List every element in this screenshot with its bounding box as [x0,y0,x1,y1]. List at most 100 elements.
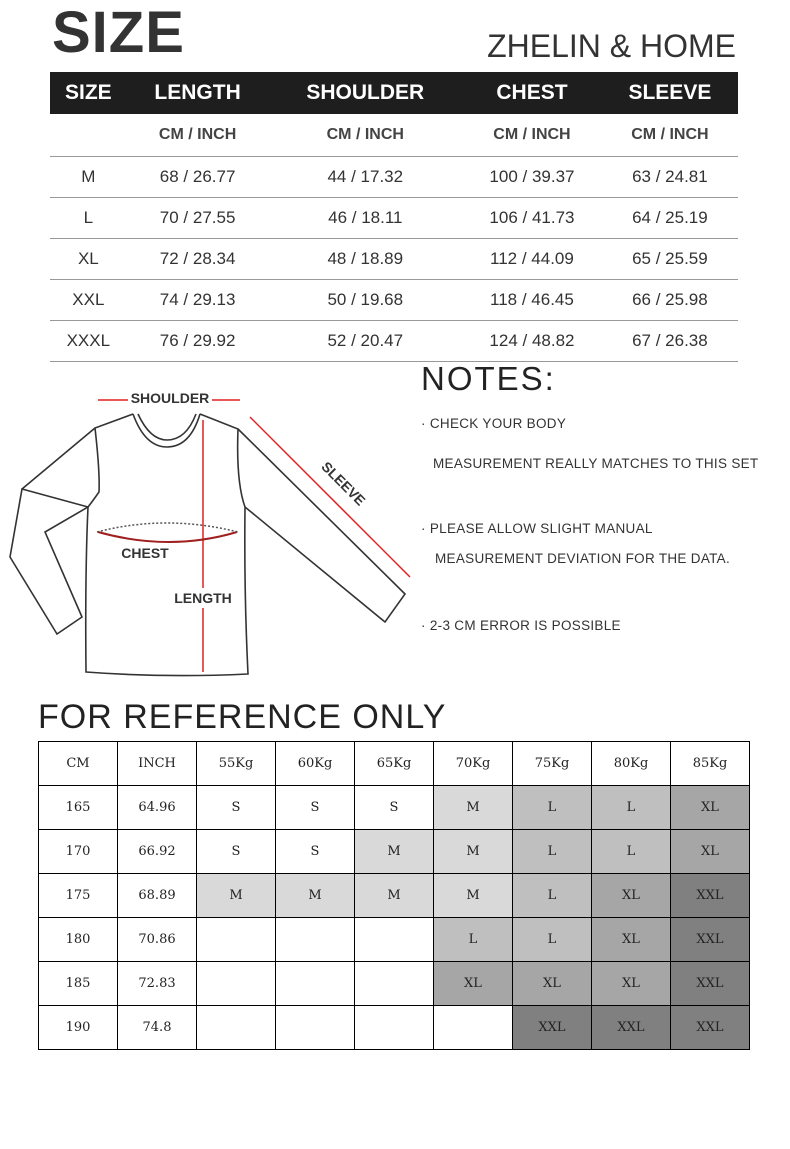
table-cell: 106 / 41.73 [462,197,602,239]
table-cell: CM [38,741,118,786]
table-cell: XL [591,917,671,962]
table-row: 170 66.92 S S M M L L XL [38,829,750,874]
brand-name: ZHELIN & HOME [487,28,736,64]
table-cell: S [196,785,276,830]
table-cell: 68 / 26.77 [126,156,269,198]
table-cell: 67 / 26.38 [601,320,738,362]
table-row: L 70 / 27.55 46 / 18.11 106 / 41.73 64 / 25.… [50,197,738,239]
table-row: M 68 / 26.77 44 / 17.32 100 / 39.37 63 / 24.… [50,156,738,198]
table-cell: 65Kg [354,741,434,786]
table-row: 185 72.83 XL XL XL XXL [38,961,750,1006]
table-cell: XXL [670,873,750,918]
table-cell: 100 / 39.37 [462,156,602,198]
table-cell: 66 / 25.98 [601,279,738,321]
table-row: 175 68.89 M M M M L XL XXL [38,873,750,918]
table-cell: M [354,829,434,874]
table-cell: 64.96 [117,785,197,830]
table-cell: M [196,873,276,918]
table-cell [354,1005,434,1050]
table-cell: XL [591,873,671,918]
table-cell: 50 / 19.68 [268,279,463,321]
sleeve-label: SLEEVE [318,458,368,508]
notes-title: NOTES: [421,360,556,397]
table-cell: SIZE [50,72,127,114]
table-cell: 165 [38,785,118,830]
table-cell: INCH [117,741,197,786]
measurement-arrows-icon [96,399,411,672]
table-cell: XXXL [50,320,127,362]
table-cell: M [50,156,127,198]
shoulder-label: SHOULDER [131,390,210,406]
table-cell: 72.83 [117,961,197,1006]
note-line: · 2-3 CM ERROR IS POSSIBLE [421,618,621,633]
table-cell: 66.92 [117,829,197,874]
table-cell: L [512,873,592,918]
table-cell [275,917,355,962]
table-row: CM INCH 55Kg 60Kg 65Kg 70Kg 75Kg 80Kg 85Kg [38,741,750,786]
table-cell: 44 / 17.32 [268,156,463,198]
table-row: XL 72 / 28.34 48 / 18.89 112 / 44.09 65 / 25… [50,238,738,280]
table-cell: 170 [38,829,118,874]
table-cell: XXL [670,917,750,962]
size-table: SIZE LENGTH SHOULDER CHEST SLEEVE CM / INCH CM… [50,72,738,362]
table-cell: LENGTH [126,72,269,114]
table-cell: 76 / 29.92 [126,320,269,362]
table-cell: 52 / 20.47 [268,320,463,362]
table-cell: 75Kg [512,741,592,786]
note-line: · PLEASE ALLOW SLIGHT MANUAL [421,521,653,536]
table-cell: 65 / 25.59 [601,238,738,280]
table-cell: 46 / 18.11 [268,197,463,239]
table-row: XXXL 76 / 29.92 52 / 20.47 124 / 48.82 67 / … [50,320,738,362]
table-cell: CM / INCH [462,114,602,157]
table-row: 165 64.96 S S S M L L XL [38,785,750,830]
table-cell [275,1005,355,1050]
table-cell: L [591,829,671,874]
table-cell: S [275,829,355,874]
table-row: 180 70.86 L L XL XXL [38,917,750,962]
table-row: SIZE LENGTH SHOULDER CHEST SLEEVE [50,72,738,114]
table-row: CM / INCH CM / INCH CM / INCH CM / INCH [50,114,738,157]
table-cell [196,961,276,1006]
page-title: SIZE [52,0,185,65]
note-line: MEASUREMENT DEVIATION FOR THE DATA. [435,551,731,566]
table-cell: XXL [512,1005,592,1050]
table-cell: M [433,873,513,918]
chest-label: CHEST [121,545,169,561]
table-cell: XL [512,961,592,1006]
table-cell: S [275,785,355,830]
table-cell [275,961,355,1006]
table-cell: XL [670,829,750,874]
table-cell: 180 [38,917,118,962]
table-cell: M [354,873,434,918]
table-cell: M [275,873,355,918]
shirt-outline-icon [9,413,407,677]
table-cell: CM / INCH [601,114,738,157]
table-cell: XL [50,238,127,280]
table-cell: 74 / 29.13 [126,279,269,321]
reference-table: CM INCH 55Kg 60Kg 65Kg 70Kg 75Kg 80Kg 85Kg 165 64.… [38,741,750,1050]
table-cell: L [591,785,671,830]
table-cell: CM / INCH [268,114,463,157]
table-cell: 68.89 [117,873,197,918]
table-cell: 63 / 24.81 [601,156,738,198]
table-row: XXL 74 / 29.13 50 / 19.68 118 / 46.45 66 / 2… [50,279,738,321]
table-cell: 55Kg [196,741,276,786]
table-cell: S [354,785,434,830]
shirt-measurement-diagram: SHOULDER CHEST LENGTH SLEEVE [9,390,411,677]
table-cell: 60Kg [275,741,355,786]
table-cell: L [50,197,127,239]
table-cell: 185 [38,961,118,1006]
table-cell [354,917,434,962]
table-cell: SHOULDER [268,72,463,114]
table-cell: XL [433,961,513,1006]
table-cell: CHEST [462,72,602,114]
table-cell: 72 / 28.34 [126,238,269,280]
table-cell: 64 / 25.19 [601,197,738,239]
table-cell: 112 / 44.09 [462,238,602,280]
table-row: 190 74.8 XXL XXL XXL [38,1005,750,1050]
table-cell: 74.8 [117,1005,197,1050]
table-cell: XL [670,785,750,830]
table-cell: 85Kg [670,741,750,786]
table-cell: 118 / 46.45 [462,279,602,321]
